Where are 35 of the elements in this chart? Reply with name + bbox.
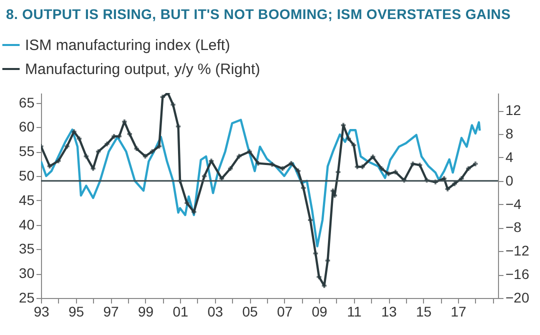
y-tick-label: 60	[18, 118, 35, 135]
y2-tick-label: 0	[506, 172, 514, 188]
y-tick-label: 25	[18, 290, 35, 306]
x-tick-label: 93	[34, 304, 50, 320]
y2-tick-label: −16	[506, 266, 530, 282]
y-tick-label: 35	[18, 240, 35, 257]
x-tick-label: 07	[276, 304, 293, 320]
y2-tick-label: 12	[506, 102, 522, 118]
x-tick-label: 03	[207, 304, 224, 320]
y2-tick-label: −8	[506, 219, 522, 236]
y2-tick-label: −4	[506, 196, 522, 212]
x-tick-label: 99	[138, 304, 154, 320]
x-tick-label: 95	[68, 304, 84, 320]
y2-tick-label: 8	[506, 126, 514, 142]
x-tick-label: 17	[450, 304, 467, 320]
y2-tick-label: −12	[506, 242, 530, 259]
x-tick-label: 13	[381, 304, 398, 320]
line-series	[41, 118, 481, 248]
legend-label: Manufacturing output, y/y % (Right)	[25, 61, 260, 78]
y2-tick-label: −20	[506, 290, 530, 306]
y-tick-label: 45	[18, 192, 35, 208]
chart-title: 8. OUTPUT IS RISING, BUT IT'S NOT BOOMING; ISM OVERSTATES GAINS	[6, 6, 511, 22]
x-tick-label: 09	[312, 304, 328, 320]
x-tick-label: 11	[347, 304, 362, 320]
y2-tick-label: 4	[506, 148, 514, 165]
x-tick-label: 05	[242, 304, 258, 320]
x-tick-label: 97	[103, 304, 120, 320]
y-tick-label: 40	[18, 216, 35, 232]
legend-label: ISM manufacturing index (Left)	[25, 37, 230, 54]
y-tick-label: 50	[18, 167, 35, 184]
y-tick-label: 30	[18, 265, 35, 282]
y-tick-label: 65	[18, 94, 35, 110]
x-tick-label: 01	[172, 304, 189, 320]
x-tick-label: 15	[416, 304, 432, 320]
y-tick-label: 55	[18, 143, 35, 160]
